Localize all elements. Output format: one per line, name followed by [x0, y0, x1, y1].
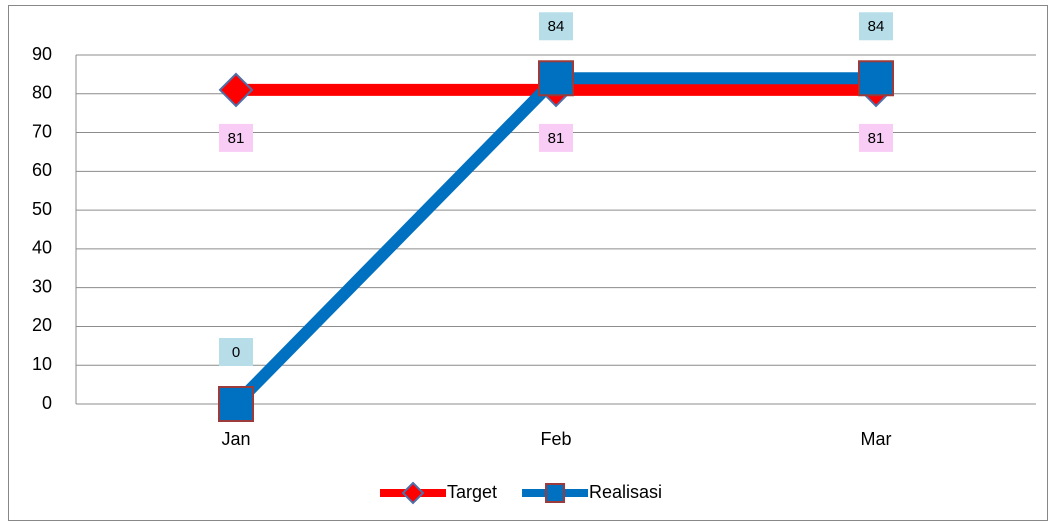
x-tick-label: Jan [221, 429, 250, 449]
y-tick-label: 50 [32, 199, 52, 219]
data-label: 0 [232, 344, 240, 361]
y-tick-label: 80 [32, 83, 52, 103]
y-tick-label: 10 [32, 354, 52, 374]
data-point [218, 72, 254, 108]
legend-marker [401, 481, 425, 505]
data-label: 81 [868, 130, 885, 147]
data-label: 84 [868, 18, 885, 35]
y-tick-label: 60 [32, 160, 52, 180]
legend-label: Realisasi [589, 482, 662, 502]
x-tick-label: Mar [861, 429, 892, 449]
y-tick-label: 40 [32, 238, 52, 258]
legend-marker [545, 483, 566, 503]
data-point [538, 60, 574, 97]
y-tick-label: 30 [32, 276, 52, 296]
data-label-box [219, 338, 253, 366]
data-label-box [539, 12, 573, 41]
y-tick-label: 0 [42, 393, 52, 413]
data-label: 81 [548, 130, 565, 147]
y-tick-label: 20 [32, 315, 52, 335]
y-tick-label: 90 [32, 44, 52, 64]
data-label-box [539, 123, 573, 152]
data-point [218, 386, 254, 422]
y-tick-label: 70 [32, 121, 52, 141]
data-point [858, 60, 894, 97]
data-label-box [219, 123, 253, 152]
data-label: 81 [228, 130, 245, 147]
data-label: 84 [548, 18, 565, 35]
data-label-box [859, 12, 893, 41]
data-label-box [859, 123, 893, 152]
legend-label: Target [447, 482, 497, 502]
x-tick-label: Feb [540, 429, 571, 449]
